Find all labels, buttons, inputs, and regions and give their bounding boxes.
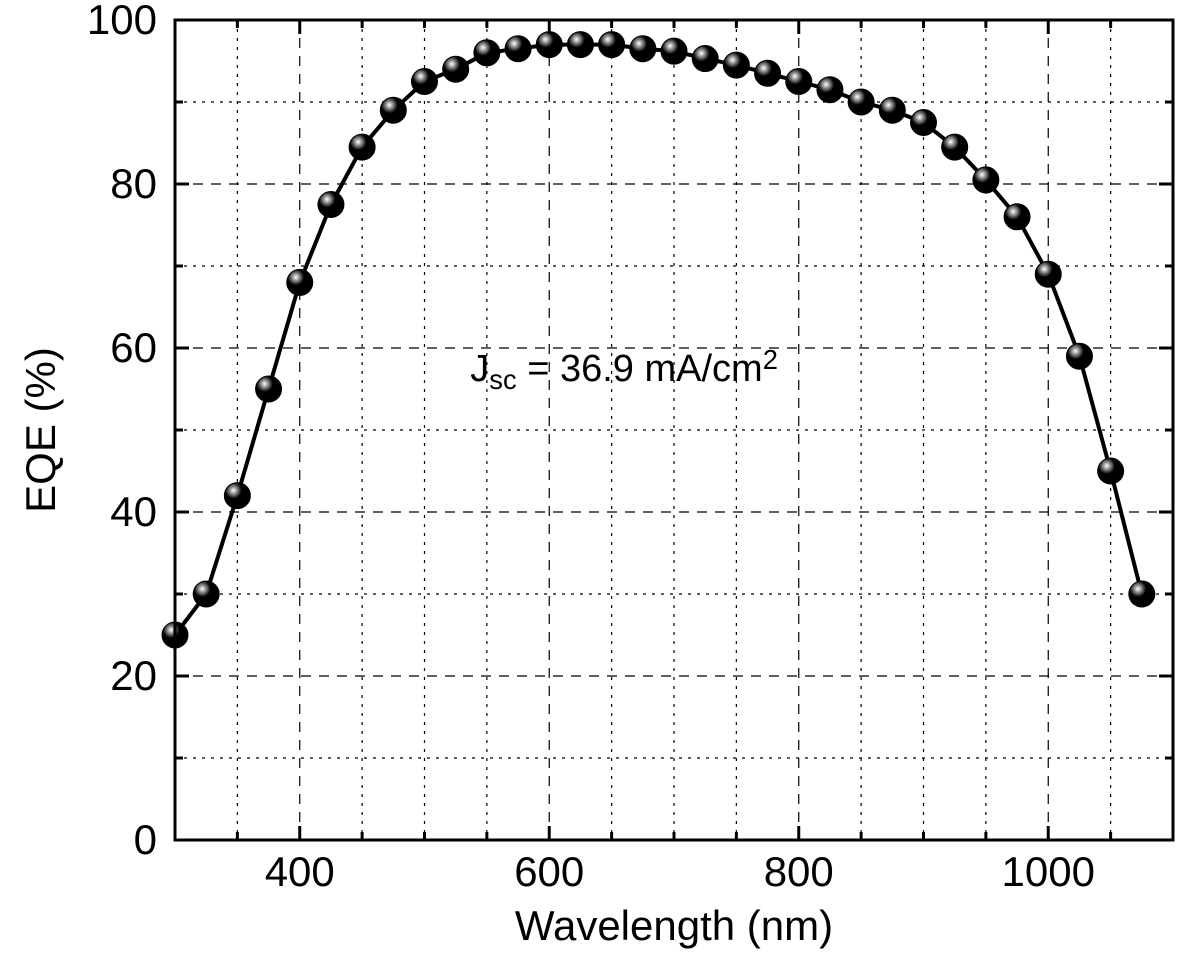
- data-marker: [1035, 261, 1061, 287]
- y-tick-label: 100: [87, 0, 157, 43]
- data-marker: [443, 56, 469, 82]
- data-marker: [380, 97, 406, 123]
- y-tick-label: 40: [110, 488, 157, 535]
- data-marker: [1129, 581, 1155, 607]
- y-tick-label: 0: [134, 816, 157, 863]
- data-marker: [474, 40, 500, 66]
- data-marker: [599, 32, 625, 58]
- data-marker: [1004, 204, 1030, 230]
- data-marker: [256, 376, 282, 402]
- x-axis-label: Wavelength (nm): [515, 902, 833, 949]
- x-tick-label: 1000: [1002, 848, 1095, 895]
- data-marker: [536, 32, 562, 58]
- data-marker: [661, 38, 687, 64]
- data-marker: [879, 97, 905, 123]
- data-marker: [1066, 343, 1092, 369]
- data-marker: [193, 581, 219, 607]
- x-tick-label: 800: [764, 848, 834, 895]
- data-marker: [942, 134, 968, 160]
- data-marker: [911, 110, 937, 136]
- data-marker: [786, 69, 812, 95]
- y-axis-label: EQE (%): [17, 347, 64, 513]
- data-marker: [755, 60, 781, 86]
- data-marker: [224, 483, 250, 509]
- x-tick-label: 600: [514, 848, 584, 895]
- data-marker: [692, 46, 718, 72]
- data-marker: [817, 77, 843, 103]
- data-marker: [349, 134, 375, 160]
- y-tick-label: 20: [110, 652, 157, 699]
- data-marker: [630, 36, 656, 62]
- data-marker: [723, 52, 749, 78]
- data-marker: [505, 36, 531, 62]
- y-tick-label: 80: [110, 160, 157, 207]
- data-marker: [848, 89, 874, 115]
- x-tick-label: 400: [265, 848, 335, 895]
- data-marker: [318, 192, 344, 218]
- jsc-annotation: Jsc = 36.9 mA/cm2: [470, 344, 778, 395]
- data-marker: [412, 69, 438, 95]
- data-marker: [567, 32, 593, 58]
- data-marker: [973, 167, 999, 193]
- eqe-chart: 400 600 800 1000 0 20 40 60 80 100 Wavelength (nm)…: [0, 0, 1197, 978]
- y-tick-label: 60: [110, 324, 157, 371]
- data-marker: [287, 269, 313, 295]
- data-marker: [1098, 458, 1124, 484]
